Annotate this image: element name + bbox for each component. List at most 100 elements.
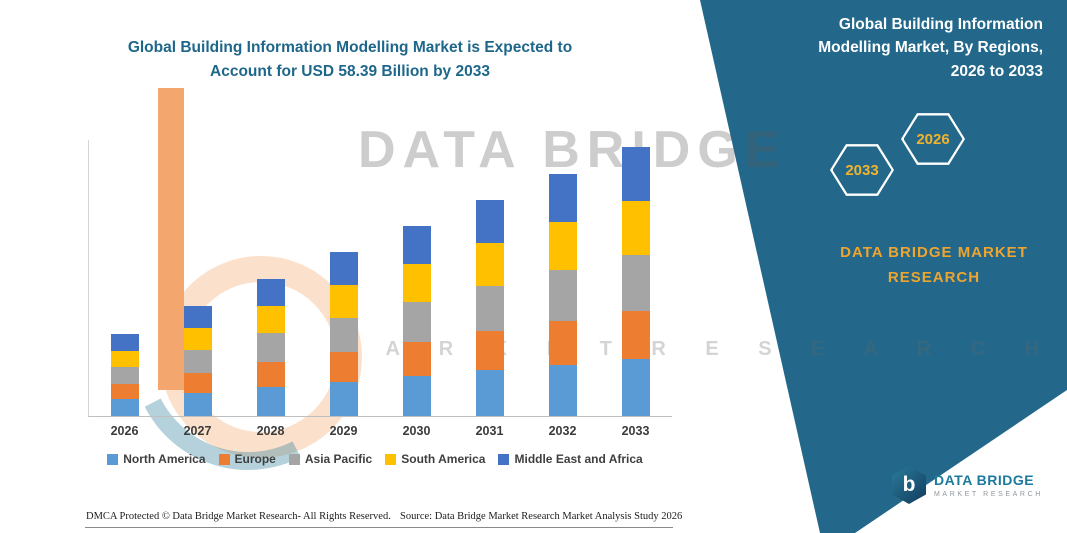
bar-segment-middle-east-and-africa [548, 173, 577, 222]
bar-segment-middle-east-and-africa [402, 226, 431, 264]
bar-slot-2028 [235, 140, 308, 416]
bar-segment-europe [257, 362, 286, 388]
bar-slot-2031 [453, 140, 526, 416]
stacked-bar-2030 [402, 140, 431, 416]
bar-segment-europe [548, 321, 577, 365]
bar-segment-europe [475, 331, 504, 371]
bar-slot-2030 [381, 140, 454, 416]
bar-segment-middle-east-and-africa [184, 305, 213, 329]
hexagon-badge-2026: 2026 [901, 112, 965, 166]
stacked-bar-2032 [548, 140, 577, 416]
bar-slot-2027 [162, 140, 235, 416]
legend-item-asia-pacific: Asia Pacific [288, 452, 373, 466]
bar-segment-europe [402, 341, 431, 376]
x-axis-label-2026: 2026 [110, 424, 139, 438]
bar-segment-south-america [475, 242, 504, 286]
legend-item-middle-east-and-africa: Middle East and Africa [498, 452, 643, 466]
legend-item-europe: Europe [218, 452, 276, 466]
bar-segment-south-america [184, 328, 213, 351]
x-axis-label-2031: 2031 [475, 424, 504, 438]
stacked-bar-2031 [475, 140, 504, 416]
footer-dmca-text: DMCA Protected © Data Bridge Market Rese… [86, 511, 391, 522]
bar-segment-asia-pacific [621, 254, 650, 312]
chart-title-line2: Account for USD 58.39 Billion by 2033 [210, 63, 490, 81]
bar-segment-asia-pacific [111, 367, 140, 385]
bar-segment-south-america [621, 200, 650, 255]
legend-swatch [107, 453, 119, 465]
legend-label: North America [123, 452, 206, 466]
bar-segment-north-america [475, 370, 504, 416]
dbmr-hexagon-b-icon: b [892, 466, 926, 504]
x-axis-label-2028: 2028 [256, 424, 285, 438]
chart-title: Global Building Information Modelling Ma… [60, 36, 640, 84]
bar-slot-2032 [526, 140, 599, 416]
bar-segment-north-america [111, 398, 140, 416]
bar-slot-2026 [89, 140, 162, 416]
legend-label: Asia Pacific [304, 452, 373, 466]
footer-source-text: Source: Data Bridge Market Research Mark… [400, 511, 683, 522]
bar-segment-asia-pacific [402, 301, 431, 342]
panel-brand-line1: DATA BRIDGE MARKET [840, 244, 1028, 261]
bar-segment-europe [111, 384, 140, 399]
bar-segment-north-america [330, 381, 359, 416]
dbmr-logo-text: DATA BRIDGE MARKET RESEARCH [934, 472, 1043, 498]
bar-segment-north-america [184, 393, 213, 416]
stacked-bar-2029 [330, 140, 359, 416]
bar-segment-north-america [621, 359, 650, 416]
chart-plot-area [88, 140, 672, 417]
bar-segment-south-america [402, 263, 431, 302]
dbmr-logo-watermark [101, 88, 395, 501]
legend-label: South America [401, 452, 486, 466]
bar-segment-north-america [257, 387, 286, 416]
bar-segment-middle-east-and-africa [475, 199, 504, 243]
chart-title-line1: Global Building Information Modelling Ma… [127, 39, 573, 56]
stacked-bar-2026 [111, 140, 140, 416]
stacked-bar-2028 [257, 140, 286, 416]
panel-title-line2: Modelling Market, By Regions, [818, 39, 1043, 57]
bar-segment-europe [621, 311, 650, 360]
bar-segment-south-america [111, 350, 140, 368]
bar-segment-asia-pacific [184, 350, 213, 374]
bar-segment-asia-pacific [475, 285, 504, 332]
panel-brand-line2: RESEARCH [887, 268, 981, 286]
x-axis-label-2032: 2032 [548, 424, 577, 438]
x-axis-label-2030: 2030 [402, 424, 431, 438]
bar-segment-europe [184, 373, 213, 393]
x-axis-label-2029: 2029 [329, 424, 358, 438]
legend-item-south-america: South America [385, 452, 485, 466]
panel-title-line1: Global Building Information [838, 16, 1043, 33]
watermark-data-bridge: DATA BRIDGE [358, 121, 787, 179]
dbmr-logo-name: DATA BRIDGE [934, 472, 1035, 488]
panel-title-line3: 2026 to 2033 [950, 62, 1043, 80]
bar-segment-south-america [257, 305, 286, 334]
bar-segment-north-america [402, 375, 431, 416]
legend-swatch [498, 453, 510, 465]
legend-swatch [218, 453, 230, 465]
panel-brand-text: DATA BRIDGE MARKET RESEARCH [818, 241, 1050, 291]
bar-segment-asia-pacific [548, 270, 577, 322]
bar-slot-2033 [599, 140, 672, 416]
x-axis-label-2033: 2033 [621, 424, 650, 438]
watermark-market-research: M A R K E T R E S E A R C H [330, 338, 1057, 360]
bar-segment-middle-east-and-africa [621, 147, 650, 201]
bar-segment-europe [330, 352, 359, 382]
panel-title: Global Building Information Modelling Ma… [773, 13, 1043, 83]
chart-legend: North America Europe Asia Pacific South Ame… [70, 452, 680, 466]
bar-slot-2029 [308, 140, 381, 416]
bar-segment-middle-east-and-africa [257, 278, 286, 306]
legend-label: Europe [234, 452, 276, 466]
bar-segment-south-america [330, 284, 359, 318]
hexagon-badge-2033: 2033 [830, 143, 894, 197]
legend-item-north-america: North America [107, 452, 206, 466]
dbmr-logo: b DATA BRIDGE MARKET RESEARCH [892, 466, 1043, 504]
x-axis-label-2027: 2027 [183, 424, 212, 438]
dbmr-logo-tagline: MARKET RESEARCH [934, 491, 1043, 498]
bar-segment-north-america [548, 364, 577, 416]
legend-swatch [288, 453, 300, 465]
stacked-bar-2027 [184, 140, 213, 416]
legend-label: Middle East and Africa [514, 452, 643, 466]
bar-segment-middle-east-and-africa [111, 334, 140, 351]
x-axis-labels: 2026 2027 2028 2029 2030 2031 2032 2033 [88, 424, 672, 438]
bar-segment-asia-pacific [330, 317, 359, 353]
